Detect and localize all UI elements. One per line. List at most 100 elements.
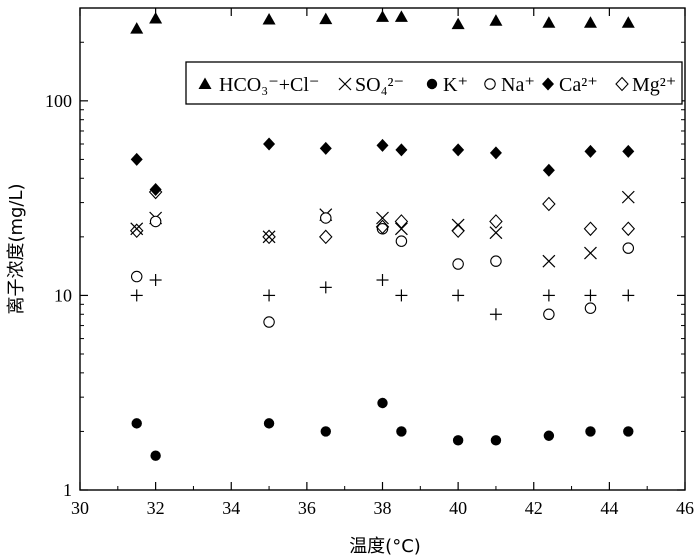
y-tick-label: 10	[54, 285, 72, 305]
circle-filled-point	[623, 426, 634, 437]
diamond-filled-point	[584, 144, 597, 158]
circle-open-point	[490, 255, 502, 267]
plus-point	[489, 308, 502, 321]
legend-label: Ca²⁺	[559, 74, 598, 96]
circle-filled-point	[452, 435, 464, 446]
diamond-open-point	[394, 214, 409, 229]
legend-label: Mg²⁺	[632, 74, 676, 96]
triangle-filled-point	[149, 11, 163, 24]
cross-point	[621, 190, 635, 204]
diamond-filled-point	[489, 146, 502, 160]
circle-filled-point	[131, 418, 142, 429]
diamond-open-point	[621, 221, 636, 237]
circle-open-point	[320, 212, 332, 224]
legend-marker-cross	[338, 77, 352, 91]
diamond-open-point	[583, 221, 598, 237]
diamond-filled-point	[149, 183, 162, 197]
diamond-filled-point	[395, 143, 408, 157]
circle-open-point	[263, 316, 275, 328]
legend: HCO₃⁻+Cl⁻ SO₄²⁻ K⁺ Na⁺ Ca²⁺ Mg²⁺	[185, 61, 683, 105]
diamond-filled-point	[622, 144, 635, 158]
legend-marker-circle-open	[484, 78, 496, 90]
circle-open-point	[622, 242, 635, 254]
diamond-filled-point	[452, 143, 465, 157]
triangle-filled-point	[130, 22, 144, 34]
plus-point	[376, 274, 389, 287]
x-tick-label: 32	[147, 498, 165, 518]
circle-filled-point	[543, 430, 555, 441]
diamond-open-point	[148, 184, 163, 200]
x-tick-label: 46	[676, 498, 694, 518]
plus-point	[263, 289, 276, 302]
legend-marker-diamond-filled	[542, 77, 554, 91]
plus-point	[130, 289, 143, 302]
circle-filled-point	[150, 450, 161, 461]
x-tick-label: 36	[298, 498, 316, 518]
circle-open-point	[543, 308, 555, 321]
diamond-open-point	[262, 229, 276, 245]
triangle-filled-point	[489, 14, 503, 26]
diamond-filled-point	[542, 163, 555, 177]
plus-point	[622, 289, 635, 302]
triangle-filled-point	[621, 16, 635, 28]
diamond-filled-point	[319, 141, 332, 155]
triangle-filled-point	[394, 10, 408, 22]
plus-point	[319, 281, 332, 294]
circle-open-point	[130, 270, 143, 283]
axis-ticks: 30 32 34 36 38 40 42 44 46 1 10 100	[45, 7, 694, 518]
x-axis-title: 温度(°C)	[349, 536, 421, 557]
diamond-open-point	[451, 223, 465, 239]
cross-point	[376, 211, 389, 225]
cross-point	[262, 230, 276, 244]
x-tick-label: 38	[374, 498, 392, 518]
diamond-filled-point	[376, 138, 389, 152]
diamond-open-point	[375, 219, 390, 235]
plus-point	[395, 289, 408, 302]
cross-point	[584, 246, 597, 260]
diamond-filled-point	[263, 137, 276, 151]
x-tick-label: 34	[222, 498, 240, 518]
plus-point	[149, 274, 162, 287]
cross-point	[542, 254, 556, 268]
triangle-filled-point	[542, 16, 556, 28]
plus-point	[584, 289, 597, 302]
circle-filled-point	[377, 397, 388, 409]
y-tick-label: 100	[45, 91, 72, 111]
cross-point	[489, 226, 503, 240]
legend-marker-diamond-open	[615, 76, 629, 92]
diamond-open-point	[129, 223, 144, 239]
x-tick-label: 30	[71, 498, 89, 518]
legend-label: Na⁺	[501, 74, 535, 96]
x-tick-label: 44	[600, 498, 618, 518]
triangle-filled-point	[583, 16, 597, 28]
diamond-open-point	[489, 214, 503, 229]
circle-filled-point	[396, 426, 407, 437]
legend-label: SO₄²⁻	[355, 74, 404, 96]
circle-open-point	[452, 258, 464, 270]
cross-point	[394, 222, 408, 236]
y-axis-title: 离子浓度(mg/L)	[6, 183, 27, 314]
diamond-open-point	[542, 196, 556, 212]
plus-point	[452, 289, 465, 302]
triangle-filled-point	[451, 17, 465, 30]
triangle-filled-point	[319, 12, 333, 25]
x-tick-label: 42	[525, 498, 543, 518]
circle-open-point	[584, 302, 597, 314]
legend-label: K⁺	[443, 74, 468, 96]
plus-point	[542, 289, 555, 302]
diamond-open-point	[319, 229, 333, 245]
triangle-filled-point	[262, 12, 276, 25]
circle-filled-point	[263, 418, 275, 429]
data-points	[129, 10, 636, 461]
circle-filled-point	[490, 435, 502, 446]
circle-open-point	[149, 215, 162, 228]
legend-label: HCO₃⁻+Cl⁻	[219, 74, 320, 96]
legend-marker-triangle-filled	[198, 77, 212, 89]
circle-open-point	[395, 235, 408, 247]
circle-filled-point	[320, 426, 331, 437]
x-tick-label: 40	[449, 498, 467, 518]
y-tick-label: 1	[63, 480, 72, 500]
legend-marker-circle-filled	[426, 78, 438, 90]
diamond-filled-point	[130, 152, 143, 166]
